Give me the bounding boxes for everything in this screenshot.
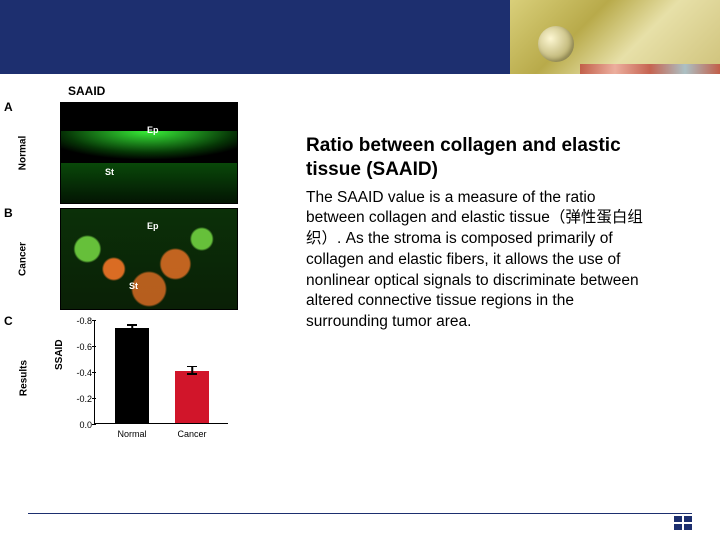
text-column: Ratio between collagen and elastic tissu… — [306, 134, 656, 333]
panel-c: C Results SSAID -0.8-0.6-0.4-0.20.0 Norm… — [34, 316, 274, 440]
chart-ylabel: SSAID — [54, 339, 65, 370]
chart-errorbar-cap — [187, 366, 197, 368]
chart-ytick-label: 0.0 — [74, 420, 92, 430]
panel-b-st-label: St — [129, 281, 138, 291]
banner-blue — [0, 0, 510, 74]
panel-a-letter: A — [4, 100, 13, 114]
panel-b-ep-label: Ep — [147, 221, 159, 231]
footer-separator — [28, 513, 692, 514]
chart-bar — [115, 328, 149, 423]
chart-errorbar-cap — [127, 329, 137, 331]
slide: SAAID A Normal Ep St B Cancer Ep St — [0, 0, 720, 540]
body-text: The SAAID value is a measure of the rati… — [306, 188, 656, 333]
chart-ytick-label: -0.6 — [74, 342, 92, 352]
micro-a-deep — [61, 163, 237, 203]
panel-c-letter: C — [4, 314, 13, 328]
content-area: SAAID A Normal Ep St B Cancer Ep St — [0, 80, 720, 540]
bar-chart: SSAID -0.8-0.6-0.4-0.20.0 NormalCancer — [60, 316, 238, 440]
panel-b-letter: B — [4, 206, 13, 220]
chart-bar-label: Normal — [107, 429, 157, 439]
chart-axes: NormalCancer — [94, 320, 228, 424]
footer-logo-sq — [684, 516, 692, 522]
figure-column: SAAID A Normal Ep St B Cancer Ep St — [34, 86, 274, 444]
figure-title: SAAID — [68, 84, 105, 98]
banner-graphic — [510, 0, 720, 74]
chart-ytick-label: -0.4 — [74, 368, 92, 378]
footer-logo-sq — [674, 524, 682, 530]
chart-errorbar-cap — [187, 373, 197, 375]
footer-logo — [674, 516, 692, 530]
footer-logo-sq — [674, 516, 682, 522]
banner-stripe — [580, 64, 720, 74]
chart-ytick-label: -0.8 — [74, 316, 92, 326]
panel-a-row-label: Normal — [18, 136, 29, 170]
top-banner — [0, 0, 720, 74]
heading: Ratio between collagen and elastic tissu… — [306, 134, 656, 182]
chart-ytick-label: -0.2 — [74, 394, 92, 404]
panel-a-ep-label: Ep — [147, 125, 159, 135]
chart-ytick-mark — [92, 424, 96, 425]
micrograph-normal: Ep St — [60, 102, 238, 204]
micrograph-cancer: Ep St — [60, 208, 238, 310]
panel-c-row-label: Results — [19, 360, 30, 396]
panel-b-row-label: Cancer — [17, 242, 28, 276]
panel-a: A Normal Ep St — [34, 102, 274, 204]
chart-errorbar-cap — [127, 324, 137, 326]
panel-a-st-label: St — [105, 167, 114, 177]
chart-bar-label: Cancer — [167, 429, 217, 439]
panel-b: B Cancer Ep St — [34, 208, 274, 310]
chart-bar — [175, 371, 209, 423]
footer-logo-sq — [684, 524, 692, 530]
